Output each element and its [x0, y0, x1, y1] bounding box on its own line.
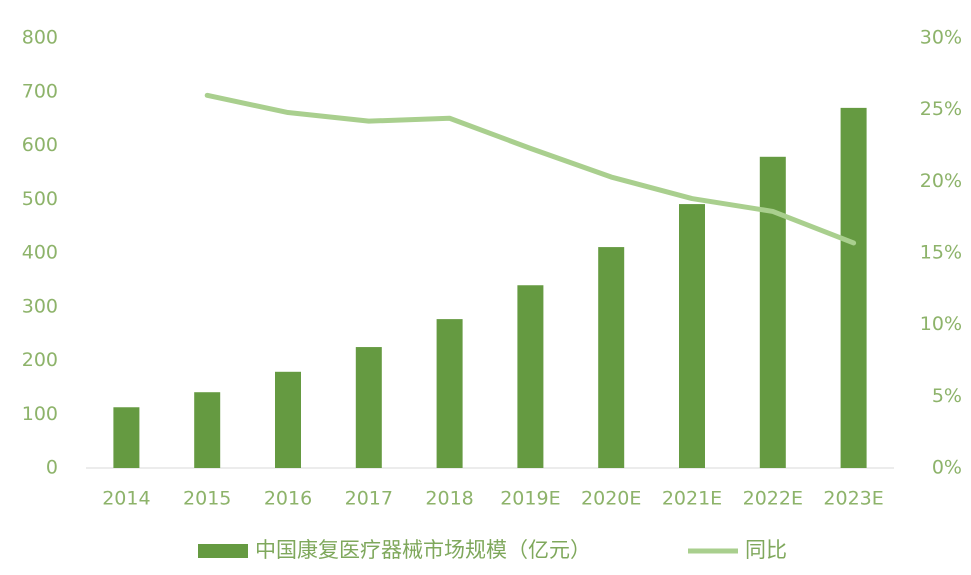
legend-swatch: [198, 544, 248, 558]
y-tick-label: 700: [22, 80, 58, 102]
y2-tick-label: 25%: [920, 98, 962, 120]
y2-tick-label: 20%: [920, 170, 962, 192]
x-tick-label: 2023E: [823, 488, 883, 510]
y-tick-label: 100: [22, 403, 58, 425]
y2-tick-label: 5%: [932, 385, 962, 407]
x-tick-label: 2019E: [500, 488, 560, 510]
x-tick-label: 2017: [345, 488, 393, 510]
y-tick-label: 400: [22, 242, 58, 264]
y2-tick-label: 15%: [920, 242, 962, 264]
y-tick-label: 500: [22, 188, 58, 210]
legend-label: 中国康复医疗器械市场规模（亿元）: [255, 538, 591, 562]
y-tick-label: 300: [22, 295, 58, 317]
bar: [355, 347, 382, 468]
x-tick-label: 2022E: [743, 488, 803, 510]
y-tick-label: 0: [46, 457, 58, 479]
bar: [679, 204, 705, 468]
y2-tick-label: 30%: [920, 27, 962, 49]
line: [204, 92, 857, 246]
bar: [759, 156, 786, 468]
x-tick-label: 2020E: [581, 488, 641, 510]
legend-label: 同比: [745, 538, 787, 562]
bar: [194, 392, 221, 468]
bar: [517, 285, 544, 468]
bar: [840, 107, 867, 468]
bar: [275, 371, 301, 468]
y2-tick-label: 0%: [932, 457, 962, 479]
y-tick-label: 200: [22, 349, 58, 371]
x-tick-label: 2014: [102, 488, 150, 510]
bar: [113, 407, 140, 468]
x-tick-label: 2021E: [662, 488, 722, 510]
y-tick-label: 800: [22, 27, 58, 49]
y2-tick-label: 10%: [920, 313, 962, 335]
bar: [436, 319, 463, 468]
y-tick-label: 600: [22, 134, 58, 156]
x-tick-label: 2018: [425, 488, 473, 510]
x-tick-label: 2015: [183, 488, 231, 510]
bar: [598, 247, 625, 468]
x-tick-label: 2016: [264, 488, 312, 510]
